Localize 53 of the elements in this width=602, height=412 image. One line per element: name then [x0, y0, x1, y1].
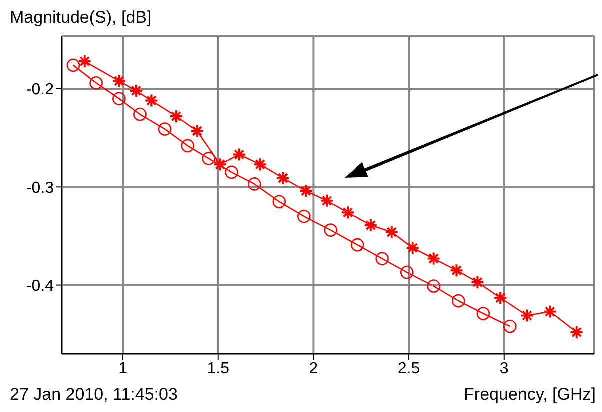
point: [144, 94, 159, 108]
point: [78, 54, 92, 69]
point: [181, 139, 194, 153]
point: [341, 206, 356, 220]
y-tick-label: -0.3: [26, 180, 54, 197]
point: [324, 224, 338, 237]
point: [253, 158, 268, 172]
point: [248, 178, 262, 191]
point: [520, 308, 534, 323]
point: [232, 148, 246, 162]
y-axis-title: Magnitude(S), [dB]: [10, 8, 152, 28]
text: 27 Jan 2010, 11:45:03: [10, 385, 178, 405]
point: [276, 171, 290, 186]
point: [452, 294, 466, 308]
x-axis-title: Frequency, [GHz]: [464, 385, 596, 405]
point: [66, 58, 80, 72]
point: [400, 266, 414, 280]
point: [470, 275, 485, 290]
point: [350, 238, 364, 252]
point: [129, 84, 144, 98]
point: [202, 152, 216, 166]
point: [112, 74, 126, 88]
point: [225, 166, 238, 180]
point: [376, 252, 389, 266]
point: [190, 124, 204, 138]
x-tick-label: 3: [500, 360, 509, 378]
point: [90, 76, 103, 90]
point: [213, 158, 228, 172]
x-tick-label: 2: [309, 360, 318, 378]
point: [476, 307, 490, 320]
point: [298, 210, 311, 224]
y-tick-label: -0.2: [26, 82, 54, 99]
point: [570, 325, 584, 340]
point: [426, 252, 441, 266]
point: [299, 184, 314, 198]
x-tick-label: 1: [118, 360, 128, 378]
point: [272, 195, 286, 209]
point: [112, 92, 126, 106]
point: [169, 109, 184, 124]
point: [406, 241, 420, 255]
point: [494, 291, 508, 306]
point: [158, 122, 172, 136]
point: [364, 218, 378, 232]
point: [320, 194, 334, 208]
y-tick-label: -0.4: [26, 278, 54, 295]
point: [543, 304, 558, 319]
point: [384, 225, 399, 240]
x-tick-label: 2.5: [398, 360, 420, 378]
point: [503, 320, 517, 334]
x-tick-label: 1.5: [207, 360, 230, 378]
point: [427, 280, 440, 293]
point: [134, 108, 147, 122]
point: [450, 264, 464, 278]
